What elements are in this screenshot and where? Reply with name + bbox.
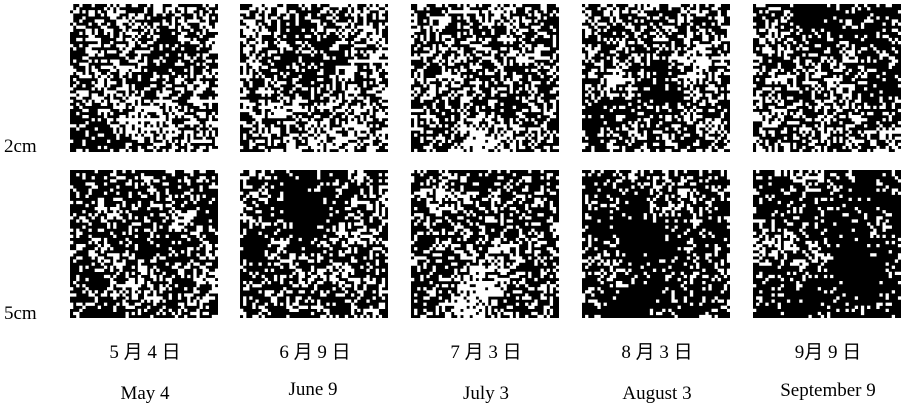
speckle-texture bbox=[240, 4, 388, 152]
binary-image-2cm-september9 bbox=[753, 4, 901, 152]
date-en-july3: July 3 bbox=[463, 383, 509, 404]
speckle-texture bbox=[753, 4, 901, 152]
binary-image-2cm-august3 bbox=[582, 4, 730, 152]
row-label-5cm: 5cm bbox=[4, 303, 37, 324]
date-en-june9: June 9 bbox=[288, 379, 338, 400]
binary-image-5cm-may4 bbox=[70, 170, 218, 318]
speckle-texture bbox=[240, 170, 388, 318]
date-cn-july3: 7 月 3 日 bbox=[450, 342, 522, 363]
date-cn-september9: 9月 9 日 bbox=[794, 342, 862, 363]
binary-image-2cm-july3 bbox=[411, 4, 559, 152]
speckle-texture bbox=[582, 170, 730, 318]
date-cn-june9: 6 月 9 日 bbox=[279, 342, 351, 363]
binary-image-5cm-september9 bbox=[753, 170, 901, 318]
date-en-september9: September 9 bbox=[780, 380, 876, 401]
date-cn-may4: 5 月 4 日 bbox=[109, 342, 181, 363]
date-en-may4: May 4 bbox=[120, 383, 170, 404]
speckle-texture bbox=[582, 4, 730, 152]
speckle-texture bbox=[411, 4, 559, 152]
binary-image-5cm-june9 bbox=[240, 170, 388, 318]
row-label-2cm: 2cm bbox=[4, 136, 37, 157]
date-cn-august3: 8 月 3 日 bbox=[621, 342, 693, 363]
binary-image-5cm-july3 bbox=[411, 170, 559, 318]
date-en-august3: August 3 bbox=[622, 383, 692, 404]
binary-image-5cm-august3 bbox=[582, 170, 730, 318]
binary-image-2cm-june9 bbox=[240, 4, 388, 152]
binary-image-2cm-may4 bbox=[70, 4, 218, 152]
speckle-texture bbox=[753, 170, 901, 318]
speckle-texture bbox=[70, 4, 218, 152]
speckle-texture bbox=[70, 170, 218, 318]
speckle-texture bbox=[411, 170, 559, 318]
